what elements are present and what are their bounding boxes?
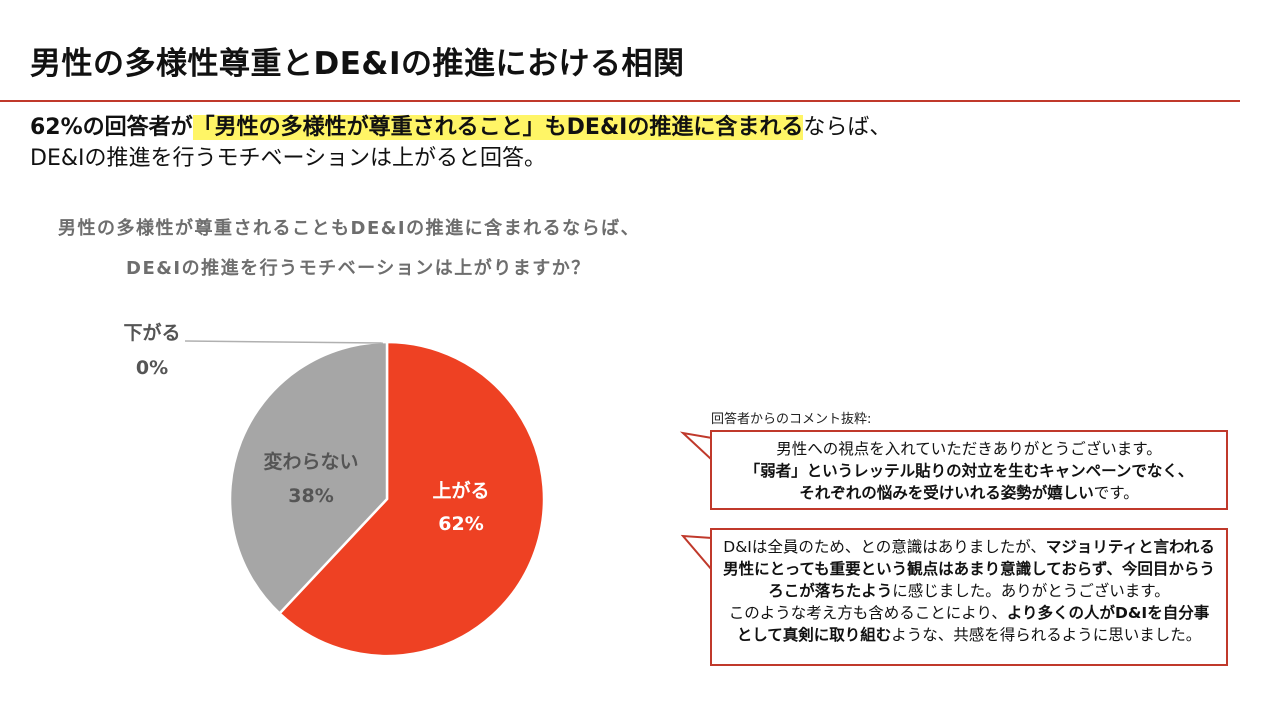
zero-slice-leader: [184, 340, 384, 344]
question-line-2: DE&Iの推進を行うモチベーションは上がりますか？: [126, 258, 591, 279]
lead-text: 62%の回答者が「男性の多様性が尊重されること」もDE&Iの推進に含まれるならば…: [30, 112, 1230, 174]
slice-value-2: 0%: [136, 357, 168, 379]
question-line-1: 男性の多様性が尊重されることもDE&Iの推進に含まれるならば、: [58, 218, 641, 239]
pie-slice-1: [228, 340, 389, 616]
comment-2-d: このような考え方も含めることにより、: [728, 604, 1007, 622]
comments-label: 回答者からのコメント抜粋:: [711, 412, 872, 427]
slice-value-0: 62%: [438, 513, 483, 535]
chart-question: 男性の多様性が尊重されることもDE&Iの推進に含まれるならば、 DE&Iの推進を…: [30, 214, 730, 280]
slice-value-1: 38%: [288, 485, 333, 507]
slice-label-0: 上がる: [432, 479, 489, 502]
comment-2-f: ような、共感を得られるように思いました。: [891, 626, 1202, 644]
pie-slice-0: [277, 340, 546, 658]
comment-1-line-c: それぞれの悩みを受けいれる姿勢が嬉しい: [799, 484, 1094, 502]
comment-bubble-2: D&Iは全員のため、との意識はありましたが、マジョリティと言われる男性にとっても…: [710, 528, 1228, 666]
title-divider: [0, 100, 1240, 102]
comment-bubble-1: 男性への視点を入れていただきありがとうございます。 「弱者」というレッテル貼りの…: [710, 430, 1228, 510]
comment-2-c: に感じました。ありがとうございます。: [892, 582, 1170, 600]
comment-1-line-d: です。: [1093, 484, 1139, 502]
lead-part-4: DE&Iの推進を行うモチベーションは上がると回答。: [30, 146, 547, 171]
lead-highlight: 「男性の多様性が尊重されること」もDE&Iの推進に含まれる: [192, 115, 804, 140]
lead-part-1: 62%の回答者が: [30, 115, 193, 140]
slice-label-1: 変わらない: [263, 450, 358, 473]
comment-2-e: より多くの人がD&Iを自分事として真剣に取り組む: [736, 604, 1210, 644]
lead-part-3: ならば、: [803, 115, 892, 140]
comment-1-line-b: 「弱者」というレッテル貼りの対立を生むキャンペーンでなく、: [744, 462, 1194, 480]
comment-2-b: マジョリティと言われる男性にとっても重要という観点はあまり意識しておらず、今回目…: [723, 538, 1215, 600]
page-title: 男性の多様性尊重とDE&Iの推進における相関: [30, 46, 685, 82]
slice-label-2: 下がる: [123, 321, 180, 344]
comment-1-line-a: 男性への視点を入れていただきありがとうございます。: [776, 440, 1162, 458]
comment-2-a: D&Iは全員のため、との意識はありましたが、: [723, 538, 1046, 556]
